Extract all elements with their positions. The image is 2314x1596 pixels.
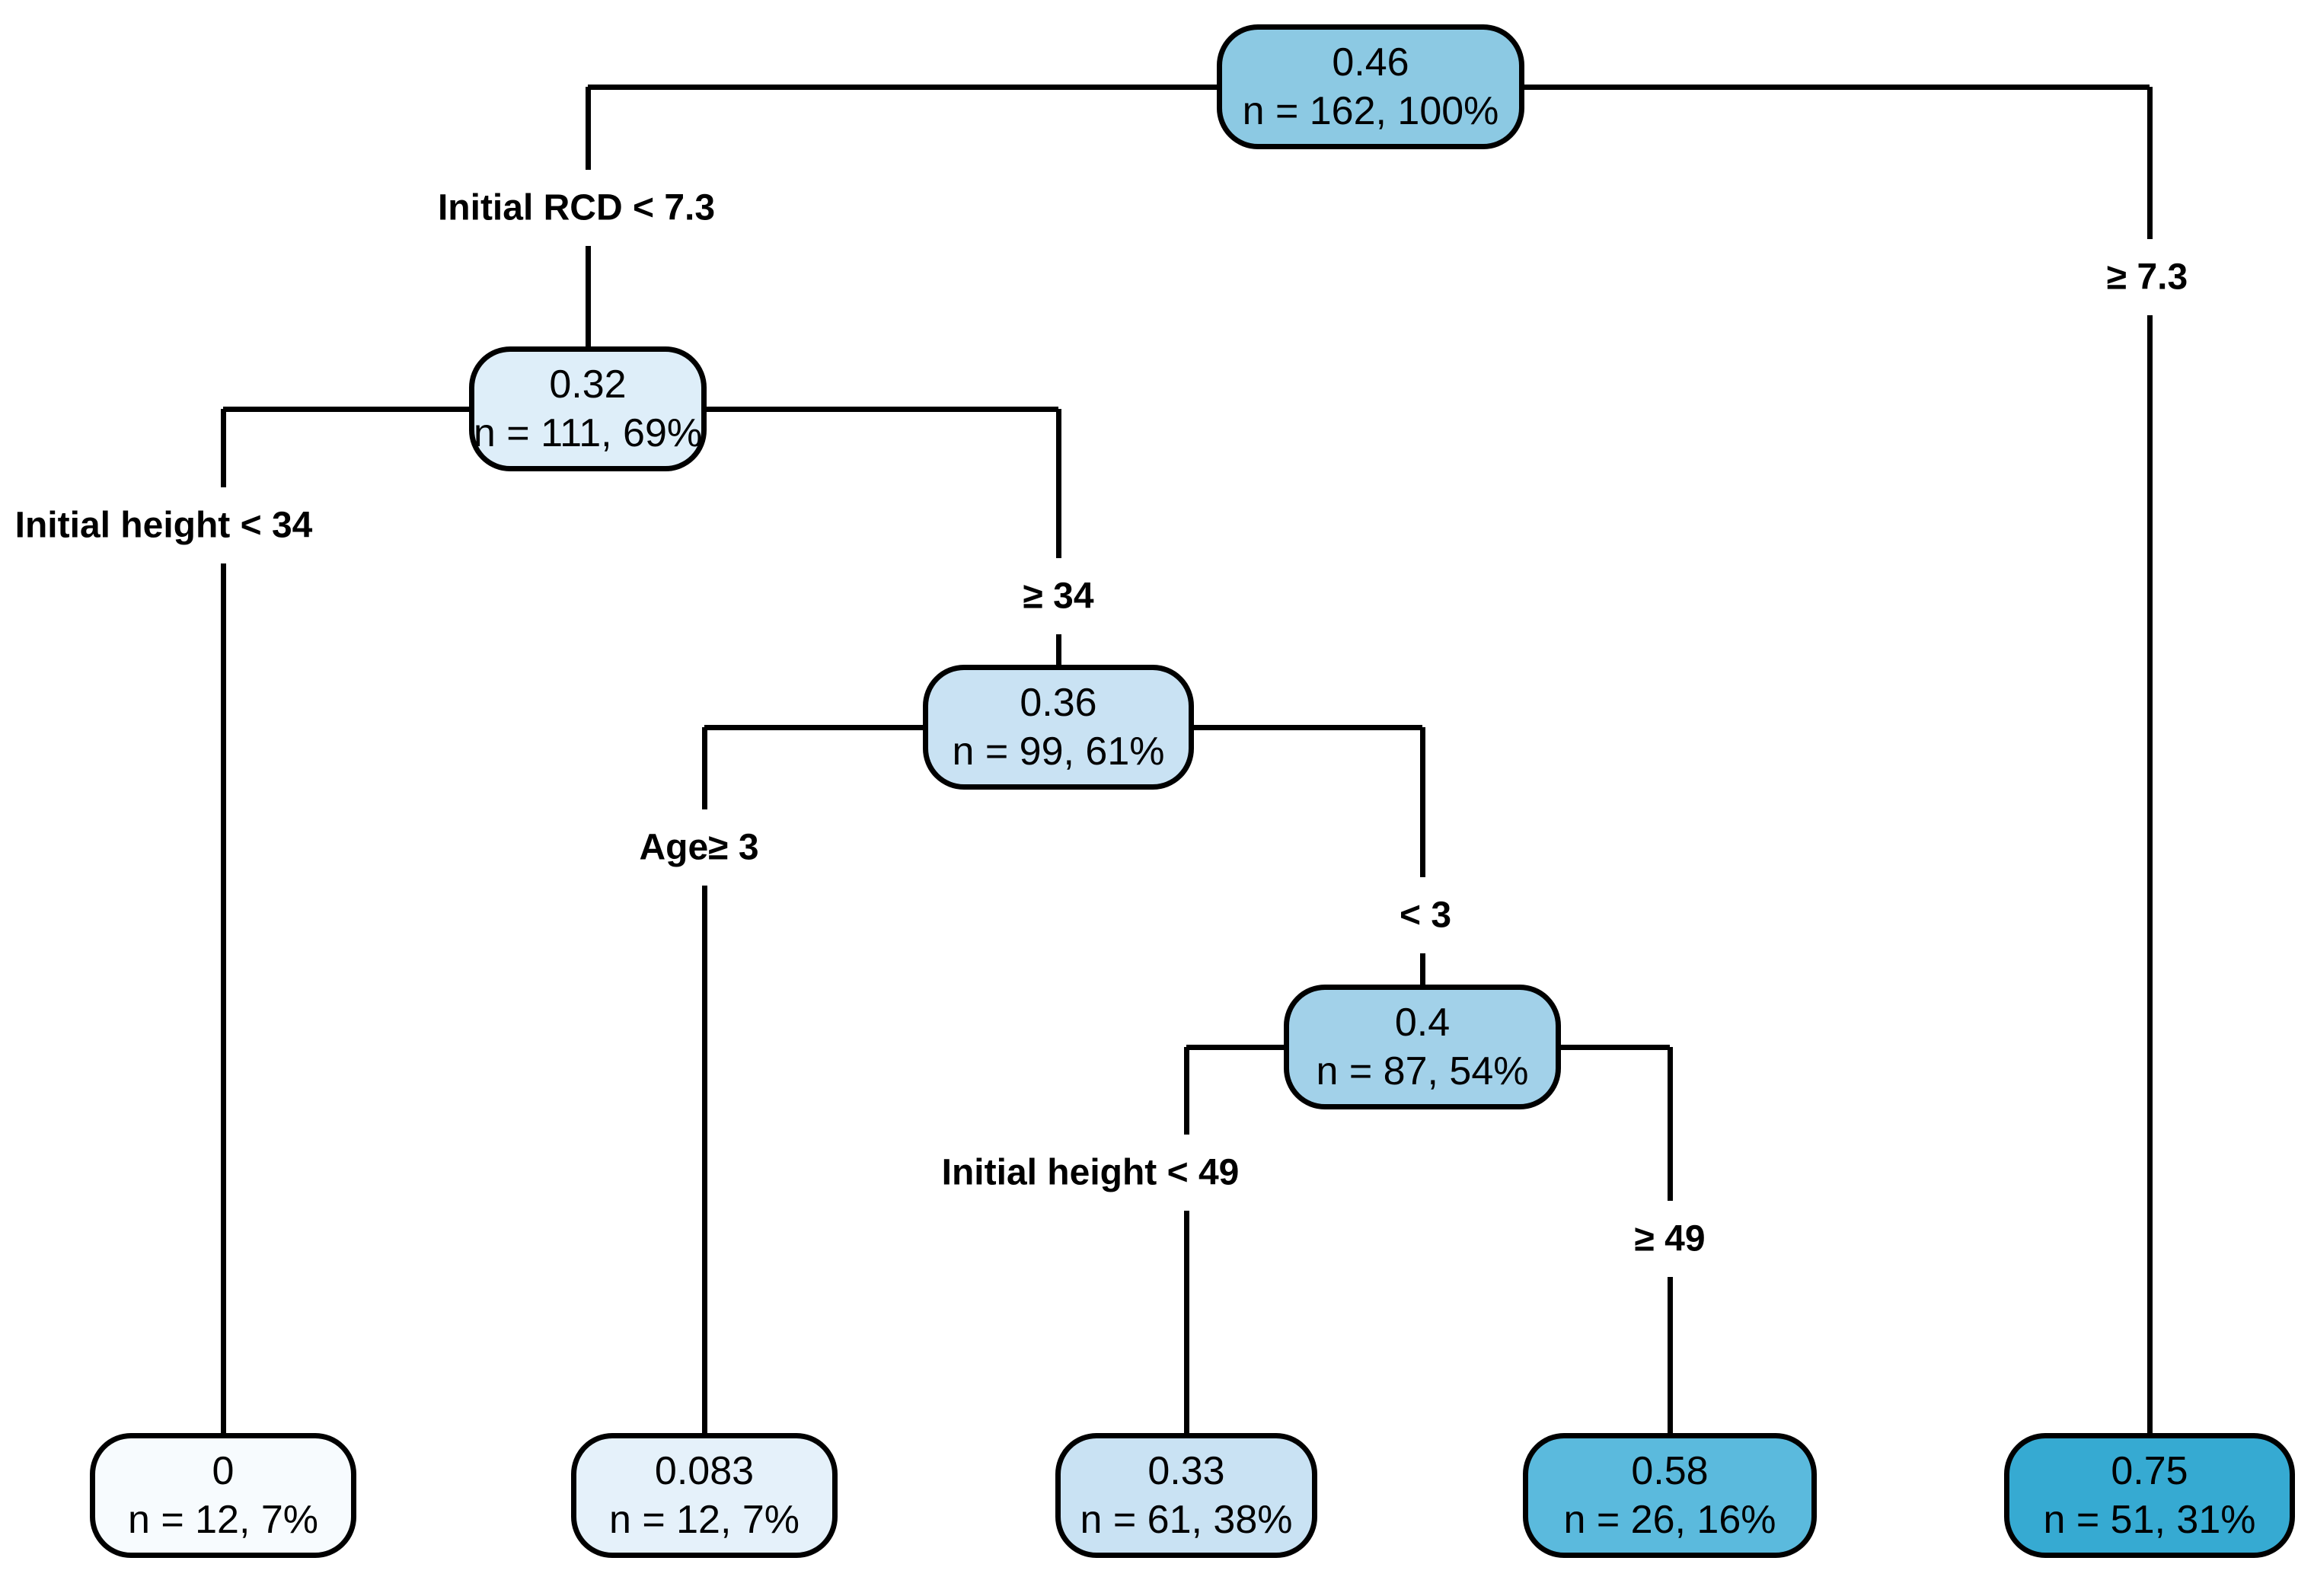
branch-horizontal-line xyxy=(704,724,923,730)
node-count: n = 99, 61% xyxy=(952,729,1165,774)
node-value: 0.58 xyxy=(1631,1449,1709,1493)
node-count: n = 111, 69% xyxy=(473,411,703,455)
node-count: n = 12, 7% xyxy=(127,1498,319,1542)
branch-vertical-line xyxy=(220,563,226,1433)
node-count: n = 12, 7% xyxy=(608,1498,800,1542)
node-count: n = 61, 38% xyxy=(1080,1498,1293,1542)
tree-node-leaf2: 0.083 n = 12, 7% xyxy=(571,1433,838,1558)
tree-node-leaf4: 0.58 n = 26, 16% xyxy=(1523,1433,1817,1558)
node-value: 0.32 xyxy=(549,362,627,407)
branch-vertical-line xyxy=(1183,1211,1189,1433)
split-label-right-0: ≥ 7.3 xyxy=(2106,257,2188,298)
node-value: 0.46 xyxy=(1332,40,1409,85)
node-value: 0.33 xyxy=(1147,1449,1225,1493)
branch-vertical-line xyxy=(701,727,707,809)
branch-vertical-line xyxy=(2146,315,2153,1433)
node-value: 0.4 xyxy=(1394,1001,1451,1045)
split-label-right-1: ≥ 34 xyxy=(1023,576,1094,617)
branch-vertical-line xyxy=(220,409,226,487)
branch-vertical-line xyxy=(1419,727,1425,877)
node-value: 0.36 xyxy=(1020,681,1097,725)
branch-horizontal-line xyxy=(1524,84,2150,90)
tree-node-leaf5: 0.75 n = 51, 31% xyxy=(2004,1433,2295,1558)
branch-vertical-line xyxy=(1183,1047,1189,1135)
branch-horizontal-line xyxy=(1194,724,1422,730)
tree-node-leaf3: 0.33 n = 61, 38% xyxy=(1055,1433,1317,1558)
split-label-left-2: Age≥ 3 xyxy=(639,827,759,868)
node-count: n = 162, 100% xyxy=(1242,89,1499,133)
branch-vertical-line xyxy=(585,246,591,346)
node-count: n = 87, 54% xyxy=(1316,1049,1529,1093)
node-value: 0 xyxy=(212,1449,235,1493)
branch-vertical-line xyxy=(1055,409,1061,558)
tree-node-root: 0.46 n = 162, 100% xyxy=(1217,24,1524,149)
node-count: n = 26, 16% xyxy=(1563,1498,1776,1542)
branch-vertical-line xyxy=(1055,634,1061,665)
branch-horizontal-line xyxy=(588,84,1217,90)
branch-vertical-line xyxy=(2146,87,2153,239)
branch-vertical-line xyxy=(585,87,591,170)
tree-node-n32: 0.32 n = 111, 69% xyxy=(469,346,707,471)
branch-vertical-line xyxy=(701,886,707,1433)
split-label-right-3: ≥ 49 xyxy=(1634,1218,1706,1259)
split-label-left-3: Initial height < 49 xyxy=(941,1152,1240,1193)
branch-vertical-line xyxy=(1667,1277,1673,1433)
split-label-left-1: Initial height < 34 xyxy=(14,505,313,546)
tree-node-n40: 0.4 n = 87, 54% xyxy=(1284,985,1561,1109)
node-value: 0.75 xyxy=(2111,1449,2188,1493)
branch-horizontal-line xyxy=(1186,1044,1284,1050)
branch-vertical-line xyxy=(1667,1047,1673,1201)
tree-node-leaf1: 0 n = 12, 7% xyxy=(90,1433,356,1558)
split-label-right-2: < 3 xyxy=(1399,895,1452,936)
node-value: 0.083 xyxy=(654,1449,755,1493)
branch-horizontal-line xyxy=(223,406,469,412)
node-count: n = 51, 31% xyxy=(2043,1498,2256,1542)
split-label-left-0: Initial RCD < 7.3 xyxy=(437,187,716,228)
branch-horizontal-line xyxy=(707,406,1058,412)
branch-horizontal-line xyxy=(1561,1044,1670,1050)
tree-node-n36: 0.36 n = 99, 61% xyxy=(923,665,1194,790)
branch-vertical-line xyxy=(1419,953,1425,985)
